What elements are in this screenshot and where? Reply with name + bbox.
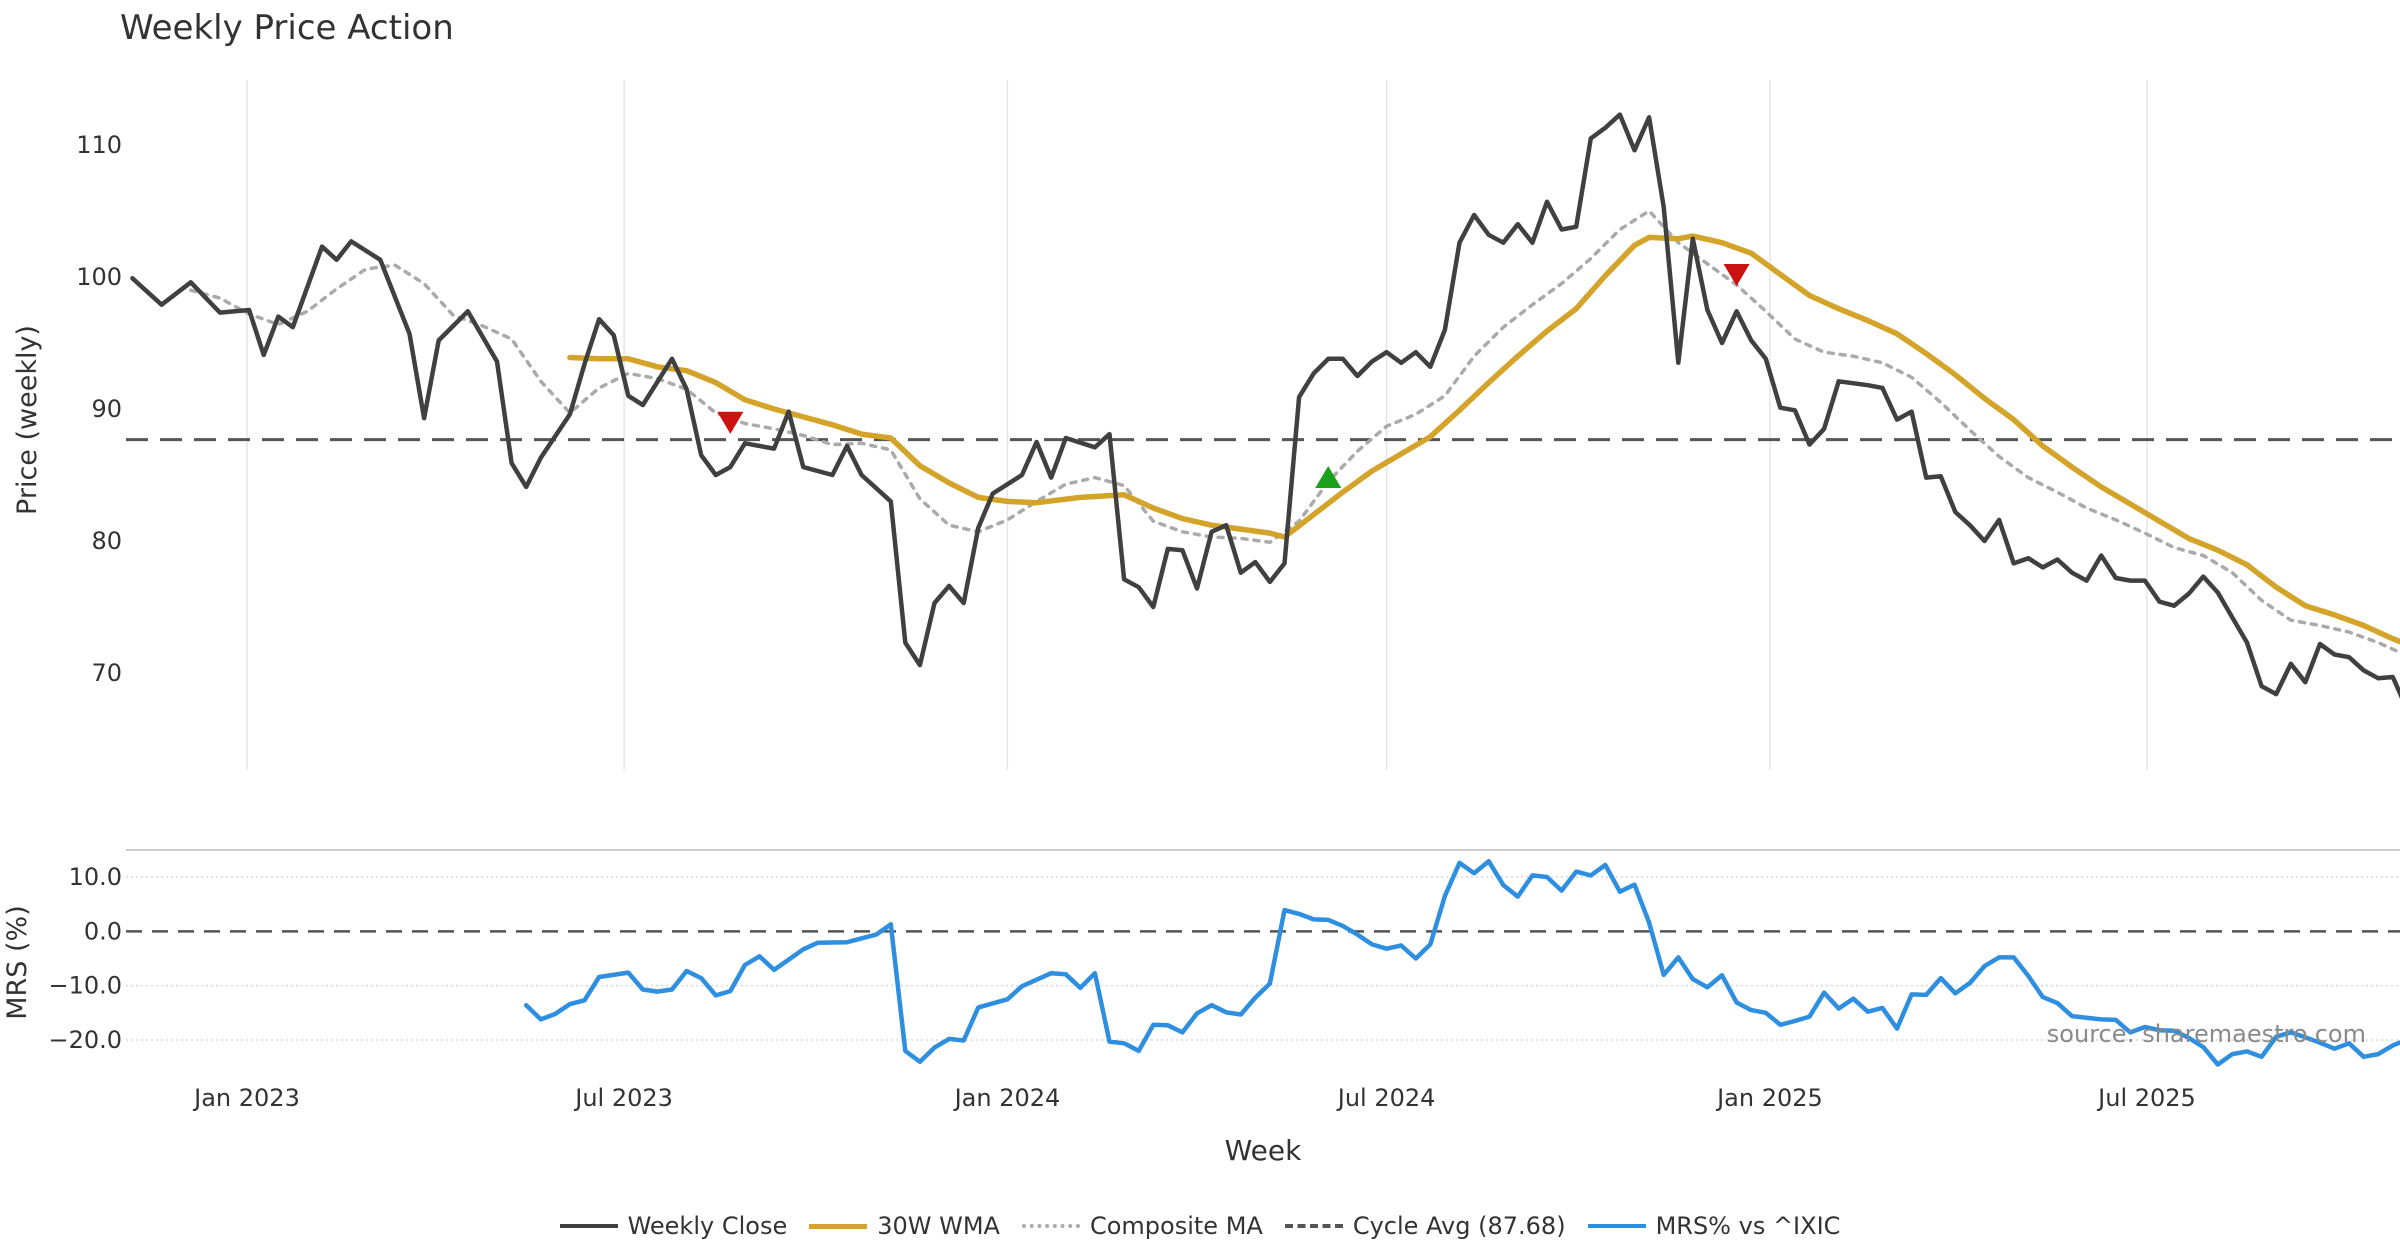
x-tick-label: Jan 2024 xyxy=(953,1084,1061,1112)
price-y-tick-label: 80 xyxy=(91,527,122,555)
price-y-axis-label: Price (weekly) xyxy=(12,325,43,515)
legend-item: 30W WMA xyxy=(809,1212,1000,1240)
price-y-tick-label: 90 xyxy=(91,395,122,423)
price-lines xyxy=(126,112,2400,699)
mrs-y-axis-label: MRS (%) xyxy=(2,905,33,1020)
mrs-y-tick-label: −10.0 xyxy=(48,972,122,1000)
legend-swatch xyxy=(1021,1224,1080,1228)
mrs-grid xyxy=(126,849,2400,1041)
legend-swatch xyxy=(559,1224,618,1228)
signal-markers xyxy=(717,263,1750,489)
x-axis-label: Week xyxy=(1225,1134,1302,1167)
legend-swatch xyxy=(809,1223,868,1229)
buy-signal-marker xyxy=(1315,465,1342,489)
x-tick-label: Jul 2025 xyxy=(2096,1084,2196,1112)
sell-signal-marker xyxy=(717,411,744,434)
legend-label: Weekly Close xyxy=(627,1212,788,1240)
x-tick-label: Jul 2024 xyxy=(1336,1084,1436,1112)
legend-swatch xyxy=(1587,1224,1646,1228)
mrs-lines xyxy=(523,858,2400,1067)
source-note: source: sharemaestro.com xyxy=(2046,1020,2366,1048)
sell-signal-marker xyxy=(1723,263,1750,287)
mrs-y-tick-label: −20.0 xyxy=(48,1026,122,1054)
legend-item: MRS% vs ^IXIC xyxy=(1587,1212,1841,1240)
legend-item: Cycle Avg (87.68) xyxy=(1284,1212,1566,1240)
legend-label: MRS% vs ^IXIC xyxy=(1655,1212,1841,1240)
wma-30w-line xyxy=(567,233,2400,645)
legend-swatch xyxy=(1284,1224,1343,1228)
mrs-line xyxy=(523,858,2400,1067)
x-tick-label: Jan 2023 xyxy=(192,1084,300,1112)
x-tick-label: Jul 2023 xyxy=(573,1084,673,1112)
price-y-tick-label: 70 xyxy=(91,659,122,687)
legend-label: Composite MA xyxy=(1089,1212,1263,1240)
price-grid xyxy=(246,80,2148,770)
legend-item: Composite MA xyxy=(1021,1212,1263,1240)
price-y-tick-label: 110 xyxy=(76,131,122,159)
price-y-tick-label: 100 xyxy=(76,263,122,291)
legend-label: 30W WMA xyxy=(877,1212,1000,1240)
weekly-close-line xyxy=(130,112,2400,699)
mrs-y-tick-label: 10.0 xyxy=(69,863,122,891)
axis-labels: Jan 2023 Jul 2023 Jan 2024 Jul 2024 Jan 2025… xyxy=(2,131,2196,1167)
chart-title: Weekly Price Action xyxy=(120,8,454,48)
legend-item: Weekly Close xyxy=(559,1212,788,1240)
legend: Weekly Close 30W WMA Composite MA Cycle Avg… xyxy=(0,1212,2400,1240)
mrs-y-tick-label: 0.0 xyxy=(84,917,122,945)
x-tick-label: Jan 2025 xyxy=(1715,1084,1823,1112)
legend-label: Cycle Avg (87.68) xyxy=(1352,1212,1566,1240)
